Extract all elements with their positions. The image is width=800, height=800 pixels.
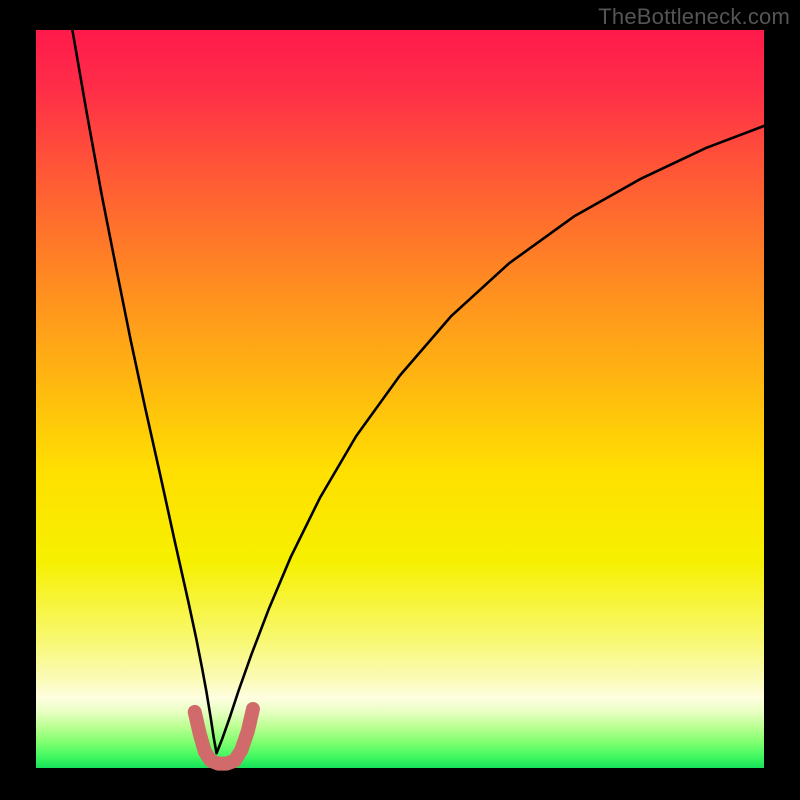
bottleneck-chart <box>0 0 800 800</box>
watermark-text: TheBottleneck.com <box>598 4 790 30</box>
gradient-background <box>36 30 764 768</box>
chart-container: TheBottleneck.com <box>0 0 800 800</box>
